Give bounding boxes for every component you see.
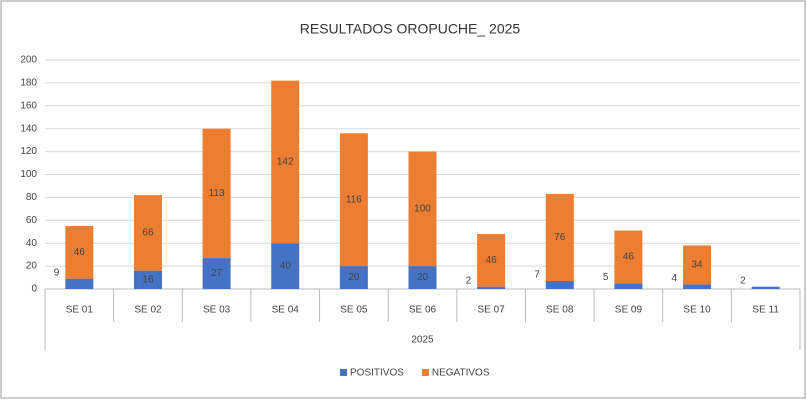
y-tick-label: 160 [20, 100, 37, 111]
data-label: 7 [534, 270, 540, 281]
x-tick-label: SE 11 [752, 305, 779, 316]
y-tick-label: 0 [31, 284, 37, 295]
y-tick-label: 200 [20, 55, 37, 66]
legend-swatch [421, 369, 429, 376]
bar [477, 286, 506, 289]
y-tick-label: 20 [26, 261, 38, 272]
bar [339, 266, 368, 289]
data-label: 5 [603, 272, 609, 283]
y-tick-label: 140 [20, 123, 37, 134]
y-tick-label: 180 [20, 78, 37, 89]
x-tick-label: SE 06 [409, 305, 437, 316]
bar [202, 128, 231, 259]
y-tick-label: 60 [26, 215, 38, 226]
x-tick-label: SE 02 [134, 305, 162, 316]
bar [683, 284, 712, 289]
data-label: 4 [671, 273, 677, 284]
x-tick-label: SE 08 [546, 305, 574, 316]
data-label: 2 [740, 275, 746, 286]
data-label: 9 [54, 267, 60, 278]
data-label: 27 [211, 268, 223, 279]
x-tick-label: SE 03 [203, 305, 231, 316]
bar [408, 151, 437, 267]
bar [477, 234, 506, 287]
x-tick-label: SE 09 [615, 305, 643, 316]
data-label: 116 [346, 194, 362, 205]
data-label: 40 [280, 261, 292, 272]
x-tick-label: SE 01 [66, 305, 94, 316]
data-label: 142 [277, 157, 294, 168]
group-label: 2025 [411, 335, 434, 346]
bar [339, 133, 368, 267]
data-label: 46 [486, 255, 498, 266]
y-tick-label: 120 [20, 146, 37, 157]
bar [683, 245, 712, 285]
bar [133, 195, 162, 271]
bar [545, 280, 574, 289]
bar [65, 278, 94, 289]
data-label: 46 [623, 252, 635, 263]
bar [408, 266, 437, 289]
bar [133, 270, 162, 289]
legend-label: POSITIVOS [350, 368, 404, 379]
bar [545, 193, 574, 281]
bar [751, 286, 780, 289]
data-label: 66 [142, 228, 154, 239]
legend-label: NEGATIVOS [432, 368, 490, 379]
data-label: 113 [209, 188, 225, 199]
data-label: 20 [348, 272, 360, 283]
data-label: 20 [417, 272, 429, 283]
bar [65, 226, 94, 279]
x-tick-label: SE 04 [272, 305, 300, 316]
y-tick-label: 40 [26, 238, 38, 249]
data-label: 46 [74, 247, 86, 258]
data-label: 76 [554, 232, 566, 243]
bar [271, 80, 300, 244]
data-label: 2 [466, 275, 472, 286]
bar [271, 243, 300, 289]
bar [202, 258, 231, 289]
y-tick-label: 100 [20, 169, 37, 180]
chart-title: RESULTADOS OROPUCHE_ 2025 [300, 21, 521, 37]
data-label: 16 [142, 274, 154, 285]
data-label: 34 [691, 260, 703, 271]
bar [614, 283, 643, 289]
x-tick-label: SE 07 [478, 305, 506, 316]
bar [614, 230, 643, 284]
x-tick-label: SE 10 [683, 305, 711, 316]
data-label: 100 [414, 203, 431, 214]
legend-swatch [340, 369, 347, 376]
y-tick-label: 80 [26, 192, 38, 203]
x-tick-label: SE 05 [340, 305, 368, 316]
